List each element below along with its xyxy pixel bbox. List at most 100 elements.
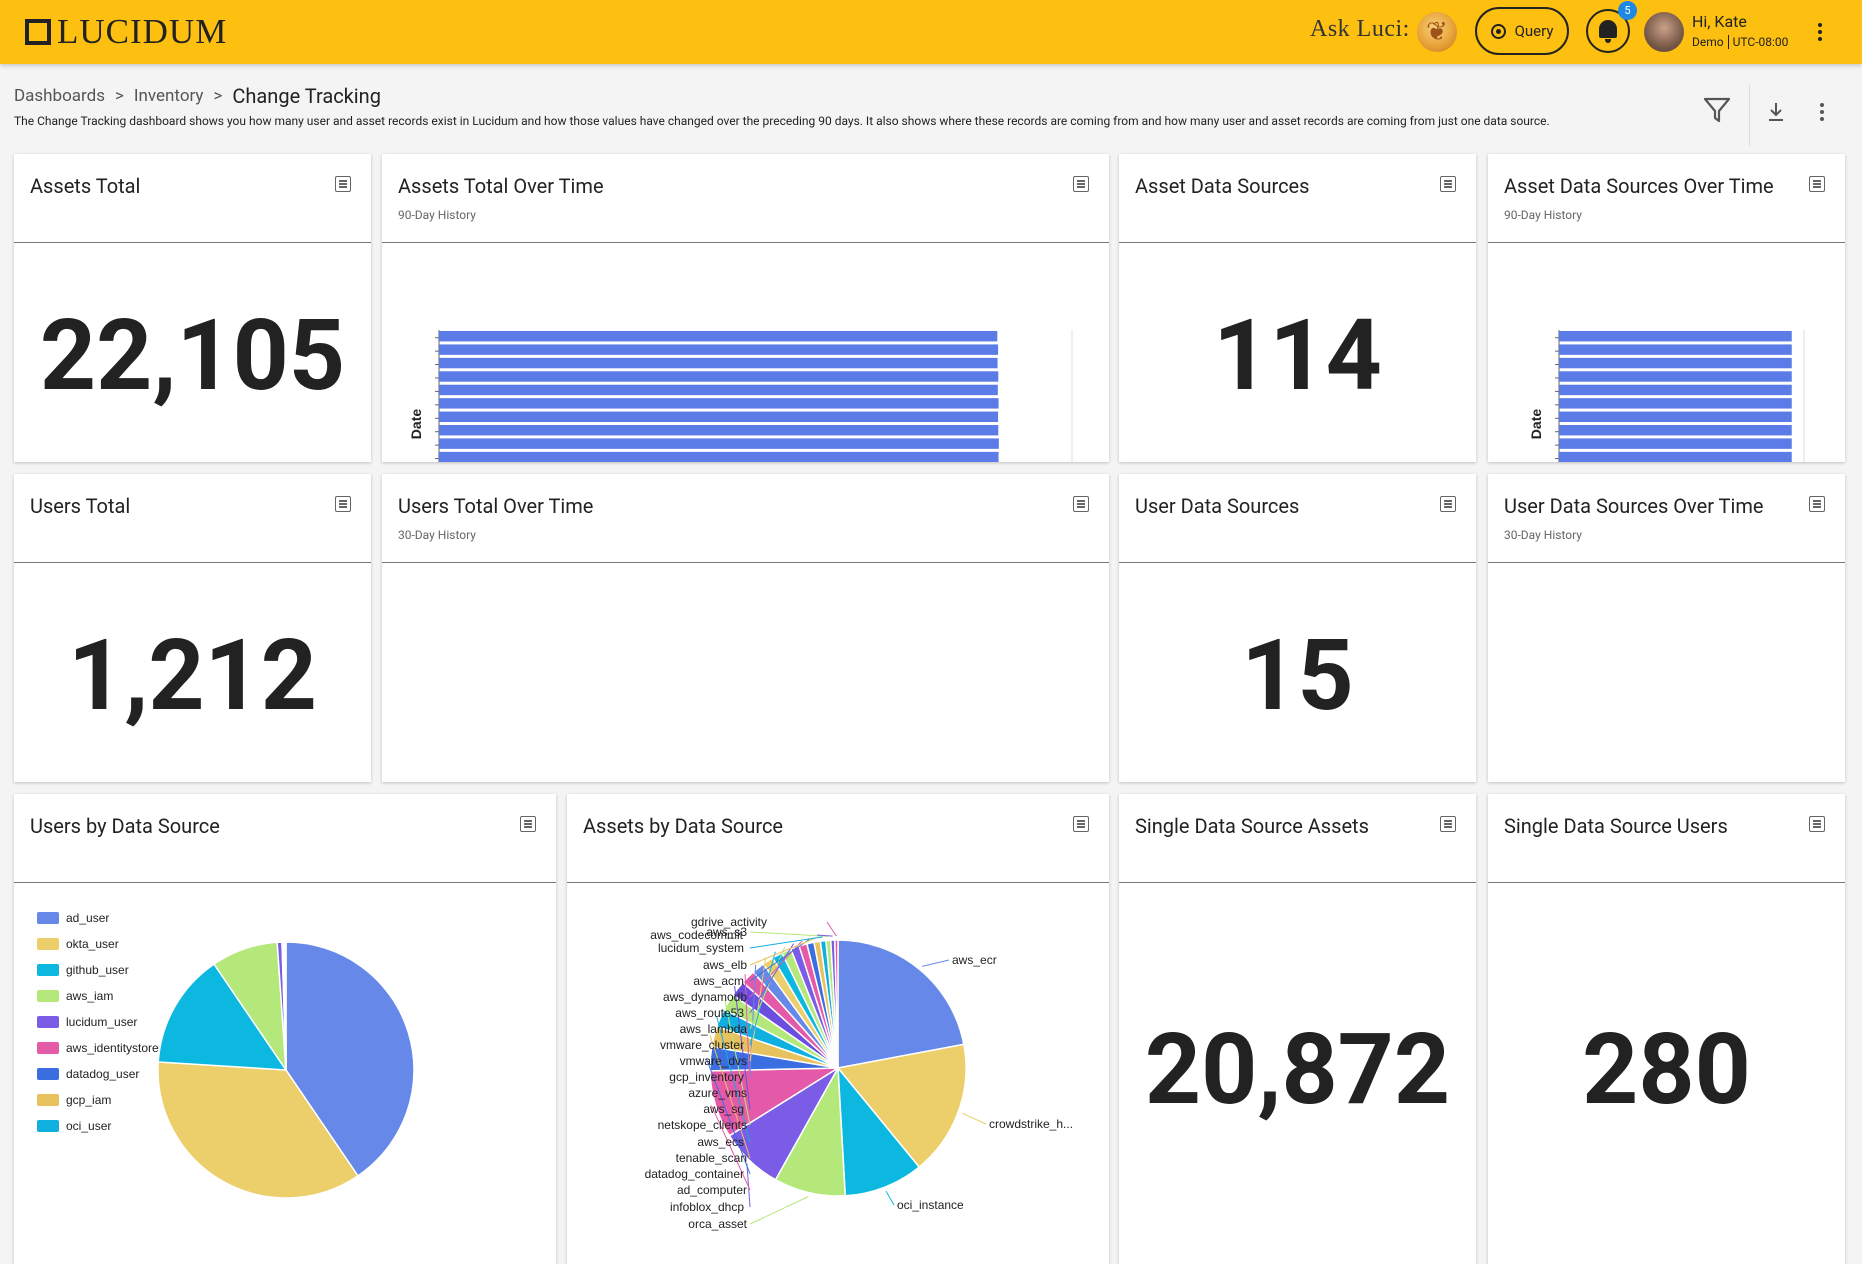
card-menu-icon[interactable] — [335, 496, 351, 512]
pie-leader-line — [749, 937, 817, 966]
bar — [439, 331, 998, 342]
org-name: Demo — [1692, 35, 1724, 49]
card-menu-icon[interactable] — [1073, 176, 1089, 192]
pie-leader-line — [749, 936, 823, 949]
legend-swatch — [37, 964, 59, 976]
card-subtitle: 90-Day History — [398, 208, 476, 222]
pie-leader-line — [724, 999, 751, 1126]
pie-slice-label: aws_ecs — [697, 1135, 744, 1149]
metric-value: 20,872 — [1144, 1012, 1451, 1127]
logo-square-icon — [25, 19, 51, 45]
pie-slice-label: infoblox_dhcp — [670, 1200, 744, 1214]
toolbar-divider — [1749, 84, 1750, 146]
card-menu-icon[interactable] — [1809, 496, 1825, 512]
users-over-time-chart: 120010008006004002002025-07-042025-07-06… — [382, 564, 1109, 782]
notifications-button[interactable] — [1586, 9, 1630, 53]
card-assets-by-source: Assets by Data Source aws_ecr crowdstrike… — [567, 794, 1109, 1264]
asset-sources-over-time-chart: 020406080100120Data SourcesDate — [1528, 330, 1805, 462]
bell-clapper-icon — [1605, 39, 1611, 43]
dashboard-description: The Change Tracking dashboard shows you … — [14, 114, 1550, 128]
filter-icon[interactable] — [1703, 96, 1731, 124]
card-title: Asset Data Sources — [1135, 174, 1310, 198]
pie-slice — [836, 1043, 967, 1169]
pie-leader-line — [961, 1112, 987, 1125]
card-menu-icon[interactable] — [1440, 496, 1456, 512]
pie-slice-label: gdrive_activity — [691, 915, 767, 929]
legend-label: github_user — [66, 963, 129, 977]
card-menu-icon[interactable] — [1809, 816, 1825, 832]
query-button[interactable]: Query — [1475, 7, 1569, 55]
dashboard-more-menu-icon[interactable] — [1812, 100, 1832, 124]
card-divider — [1488, 882, 1845, 883]
card-title: User Data Sources Over Time — [1504, 494, 1764, 518]
card-menu-icon[interactable] — [520, 816, 536, 832]
top-bar: LUCIDUM Ask Luci: ❦ Query 5 Hi, Kate Dem… — [0, 0, 1862, 64]
pie-slice-label: tenable_scan — [676, 1151, 747, 1165]
bar — [1559, 451, 1792, 462]
legend-swatch — [37, 912, 59, 924]
bar — [439, 425, 999, 436]
header-more-menu-icon[interactable] — [1810, 18, 1830, 46]
card-divider — [382, 562, 1109, 563]
pie-leader-line — [749, 931, 829, 937]
pie-leader-line — [816, 934, 833, 937]
legend-label: aws_identitystore — [66, 1041, 159, 1055]
pie-slice-label: gcp_inventory — [669, 1070, 744, 1084]
card-single-source-assets: Single Data Source Assets 20,872 — [1119, 794, 1476, 1264]
luci-assistant-avatar-icon[interactable]: ❦ — [1417, 12, 1457, 52]
card-menu-icon[interactable] — [1440, 816, 1456, 832]
page-title: Change Tracking — [232, 84, 381, 108]
user-avatar[interactable] — [1644, 12, 1684, 52]
card-menu-icon[interactable] — [1073, 496, 1089, 512]
bar — [1559, 331, 1792, 342]
legend-swatch — [37, 1016, 59, 1028]
card-menu-icon[interactable] — [1440, 176, 1456, 192]
pie-slice-label: azure_vms — [688, 1086, 747, 1100]
bar — [439, 438, 999, 449]
user-org-timezone: Demo UTC-08:00 — [1692, 35, 1788, 49]
card-title: Users by Data Source — [30, 814, 220, 838]
assets-by-source-chart: aws_ecr crowdstrike_h... oci_instance orca_… — [645, 915, 1073, 1231]
assets-over-time-chart: 0500010000150002000025000Asset CountDate — [408, 330, 1073, 462]
legend-swatch — [37, 938, 59, 950]
pie-slice-label: netskope_clients — [658, 1118, 747, 1132]
card-divider — [1488, 562, 1845, 563]
pie-slice — [837, 939, 965, 1069]
bar — [439, 357, 998, 369]
card-title: Assets by Data Source — [583, 814, 784, 838]
card-divider — [1119, 242, 1476, 243]
card-assets-over-time: Assets Total Over Time 90-Day History 05… — [382, 154, 1109, 462]
bar — [439, 344, 999, 355]
card-menu-icon[interactable] — [1809, 176, 1825, 192]
pie-slice-label: aws_lambda — [680, 1022, 748, 1036]
card-title: Asset Data Sources Over Time — [1504, 174, 1774, 198]
card-divider — [14, 562, 371, 563]
notification-count-badge: 5 — [1618, 1, 1637, 20]
query-button-label: Query — [1514, 22, 1554, 40]
breadcrumb-dashboards[interactable]: Dashboards — [14, 86, 105, 106]
legend-swatch — [37, 1042, 59, 1054]
card-assets-total: Assets Total 22,105 — [14, 154, 371, 462]
pie-slice-label: vmware_dvs — [680, 1054, 747, 1068]
metric-value: 114 — [1213, 298, 1382, 413]
card-users-by-source: Users by Data Source ad_user okta_user git… — [14, 794, 556, 1264]
pie-leader-line — [749, 938, 810, 982]
pie-leader-line — [749, 964, 757, 1078]
card-divider — [14, 242, 371, 243]
legend-label: aws_iam — [66, 989, 113, 1003]
bar — [439, 411, 999, 422]
breadcrumb-inventory[interactable]: Inventory — [133, 86, 204, 106]
bar — [439, 384, 998, 396]
pie-slice-label: aws_s3 — [706, 925, 747, 939]
card-menu-icon[interactable] — [335, 176, 351, 192]
card-user-sources: User Data Sources 15 — [1119, 474, 1476, 782]
download-icon[interactable] — [1764, 100, 1788, 124]
bell-icon — [1599, 20, 1617, 38]
card-subtitle: 30-Day History — [398, 528, 476, 542]
bar — [439, 451, 999, 462]
pie-slice-label: oci_instance — [897, 1198, 964, 1212]
lucidum-logo[interactable]: LUCIDUM — [25, 12, 227, 51]
card-user-sources-over-time: User Data Sources Over Time 30-Day Histo… — [1488, 474, 1845, 782]
pie-slice-label: aws_route53 — [675, 1006, 744, 1020]
card-menu-icon[interactable] — [1073, 816, 1089, 832]
